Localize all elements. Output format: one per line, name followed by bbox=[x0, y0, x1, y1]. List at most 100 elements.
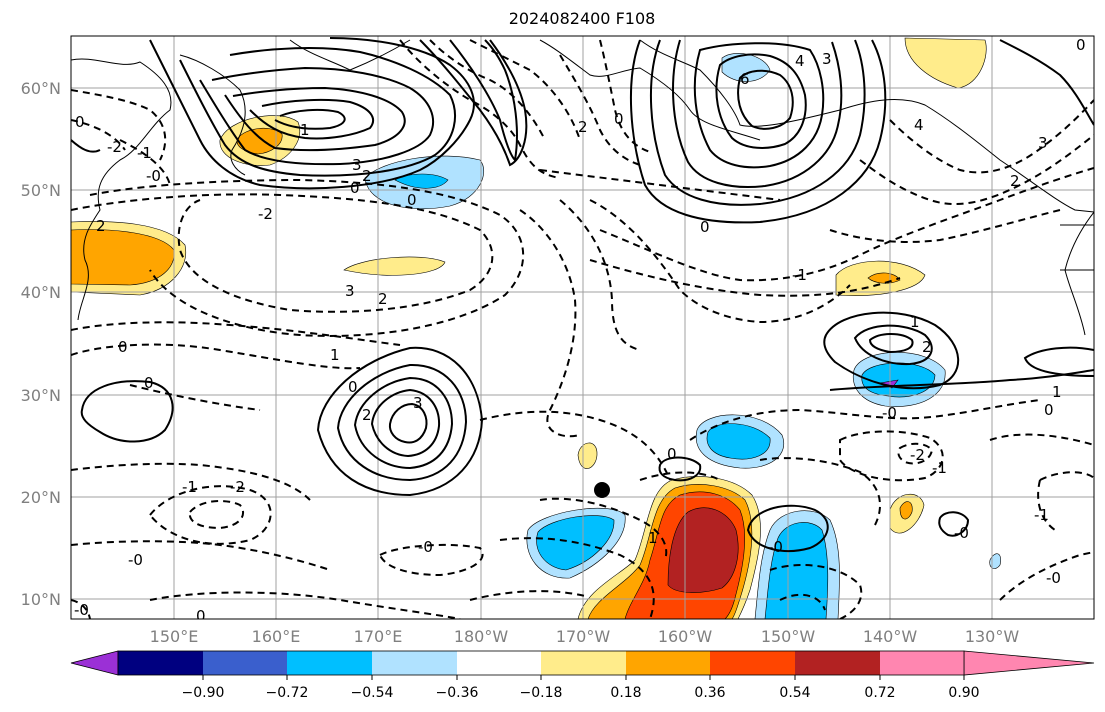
contour-label: 0 bbox=[667, 445, 677, 463]
contour bbox=[897, 442, 934, 465]
contour bbox=[71, 343, 361, 370]
location-marker bbox=[594, 482, 610, 498]
colorbar-tick-label: 0.54 bbox=[779, 685, 810, 701]
contour-label: 3 bbox=[345, 282, 355, 300]
contour-label: 3 bbox=[1038, 134, 1048, 152]
contour-label: -0 bbox=[768, 538, 783, 556]
colorbar-tick-label: −0.90 bbox=[182, 685, 225, 701]
contour bbox=[999, 551, 1094, 601]
lon-tick-label: 170°W bbox=[556, 627, 611, 646]
contour-label: 1 bbox=[910, 313, 920, 331]
map-title: 2024082400 F108 bbox=[508, 9, 656, 28]
contour bbox=[746, 504, 829, 552]
contour bbox=[399, 39, 561, 179]
graticule bbox=[71, 36, 1094, 619]
contour bbox=[649, 39, 866, 206]
contour bbox=[479, 410, 671, 481]
contour bbox=[89, 178, 525, 337]
contour-label: -0 bbox=[1046, 569, 1061, 587]
lon-tick-label: 130°W bbox=[965, 627, 1020, 646]
colorbar-segment bbox=[287, 651, 372, 675]
contour bbox=[672, 39, 843, 188]
contour bbox=[71, 193, 494, 313]
contour bbox=[868, 333, 914, 354]
contour bbox=[71, 139, 101, 153]
lon-tick-label: 160°E bbox=[252, 627, 301, 646]
colorbar-tick-label: 0.18 bbox=[610, 685, 641, 701]
contour bbox=[148, 485, 272, 545]
colorbar-extend-min bbox=[70, 650, 119, 676]
colorbar-segment bbox=[203, 651, 287, 675]
contour-label: -0 bbox=[954, 524, 969, 542]
contour bbox=[629, 39, 887, 224]
contour-label: -0 bbox=[418, 538, 433, 556]
lon-axis: 150°E 160°E 170°E 180°W 170°W 160°W 150°… bbox=[150, 627, 1020, 646]
contour bbox=[769, 564, 863, 619]
contour bbox=[149, 37, 475, 190]
contour-label: 2 bbox=[578, 118, 588, 136]
contour bbox=[519, 209, 581, 438]
contour bbox=[559, 199, 641, 351]
contour bbox=[715, 53, 807, 149]
contour bbox=[889, 99, 1094, 174]
contour bbox=[353, 376, 454, 470]
contour-label: -0 bbox=[146, 167, 161, 185]
contour bbox=[759, 457, 881, 526]
contour-label: -2 bbox=[230, 478, 245, 496]
contour bbox=[589, 199, 851, 324]
lon-tick-label: 160°W bbox=[658, 627, 713, 646]
contour bbox=[224, 86, 406, 152]
contour-label: -2 bbox=[910, 446, 925, 464]
contour bbox=[370, 388, 441, 458]
contour bbox=[71, 540, 331, 571]
shade-negative bbox=[721, 53, 771, 82]
lat-tick-label: 60°N bbox=[21, 79, 61, 98]
contour-label: 2 bbox=[96, 217, 106, 235]
colorbar-tick-label: −0.72 bbox=[266, 685, 309, 701]
colorbar-segment bbox=[457, 651, 541, 675]
contour bbox=[274, 108, 346, 130]
contour-label: -1 bbox=[932, 459, 947, 477]
contour bbox=[689, 399, 1041, 441]
contour-label: -1 bbox=[1034, 506, 1049, 524]
colorbar-extend-max bbox=[963, 650, 1095, 676]
contour-label: 0 bbox=[196, 607, 206, 625]
shade-negative bbox=[394, 173, 449, 189]
contour bbox=[388, 402, 428, 444]
shade-positive bbox=[867, 272, 901, 284]
contour-label: 1 bbox=[1052, 383, 1062, 401]
shade-negative bbox=[706, 423, 771, 460]
contour bbox=[499, 537, 655, 619]
contour bbox=[80, 380, 174, 443]
contour-label: 0 bbox=[350, 179, 360, 197]
colorbar-segment bbox=[372, 651, 457, 675]
contour-label: -2 bbox=[107, 138, 122, 156]
contour-label: 2 bbox=[362, 167, 372, 185]
colorbar-segment bbox=[626, 651, 710, 675]
contour bbox=[829, 369, 1094, 391]
contour-label: 2 bbox=[378, 290, 388, 308]
contour bbox=[539, 497, 668, 561]
contour-label: -0 bbox=[128, 551, 143, 569]
contour bbox=[129, 384, 261, 411]
contour bbox=[419, 39, 528, 167]
shade-positive bbox=[667, 507, 739, 593]
lon-tick-label: 150°W bbox=[761, 627, 816, 646]
colorbar: −0.90 −0.72 −0.54 −0.36 −0.18 0.18 0.36 … bbox=[70, 650, 1095, 701]
contour bbox=[469, 590, 586, 601]
contour bbox=[599, 39, 651, 153]
contour-label: 6 bbox=[740, 70, 750, 88]
contour bbox=[71, 321, 401, 346]
contour bbox=[639, 471, 721, 481]
contour bbox=[71, 599, 91, 619]
coast-asia bbox=[71, 58, 172, 321]
contour-label: 2 bbox=[922, 338, 932, 356]
contour bbox=[559, 54, 641, 166]
contour-label: 4 bbox=[914, 116, 924, 134]
colorbar-tick-label: −0.54 bbox=[351, 685, 394, 701]
contour bbox=[199, 66, 435, 166]
lat-tick-label: 10°N bbox=[21, 590, 61, 609]
contour-label: 0 bbox=[144, 374, 154, 392]
contour bbox=[779, 593, 826, 611]
